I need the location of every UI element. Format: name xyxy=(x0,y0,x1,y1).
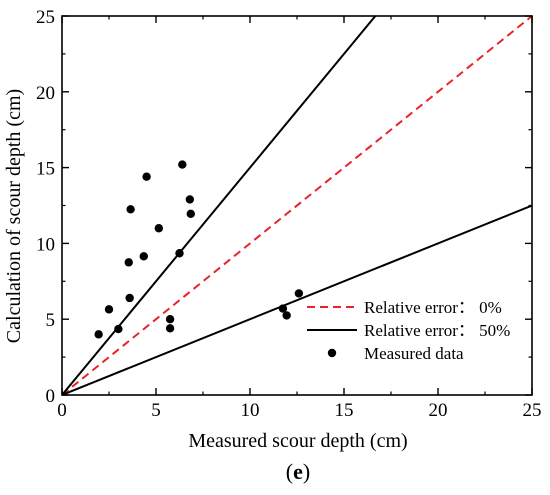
legend-label-relative-error-0: Relative error： 0% xyxy=(364,298,502,317)
series-line-relative-error-0 xyxy=(62,16,532,395)
x-tick-label: 5 xyxy=(151,400,161,421)
legend-label-measured-data: Measured data xyxy=(364,344,464,363)
y-tick-label: 20 xyxy=(36,83,55,104)
y-tick-label: 15 xyxy=(36,159,55,180)
x-tick-label: 10 xyxy=(241,400,260,421)
data-point xyxy=(165,315,175,324)
data-point xyxy=(139,252,148,261)
y-tick-label: 25 xyxy=(36,7,55,28)
legend: Relative error： 0% Relative error： 50% M… xyxy=(307,298,510,363)
data-point xyxy=(125,293,134,303)
data-point xyxy=(126,205,135,214)
data-point xyxy=(282,311,291,320)
x-tick-label: 15 xyxy=(335,400,354,421)
x-tick-label: 0 xyxy=(57,400,67,421)
data-point xyxy=(278,304,288,313)
x-axis-title: Measured scour depth (cm) xyxy=(188,430,407,452)
data-point xyxy=(294,289,304,298)
legend-swatch-measured-data xyxy=(327,348,337,358)
x-tick-label: 20 xyxy=(429,400,448,421)
data-point xyxy=(114,324,123,334)
series-line-relative-error-50-2 xyxy=(62,204,532,395)
plot-content xyxy=(62,16,532,395)
data-point xyxy=(94,330,103,339)
legend-label-relative-error-50: Relative error： 50% xyxy=(364,321,510,340)
tick-marks xyxy=(61,15,533,396)
data-point xyxy=(124,258,133,267)
x-tick-label: 25 xyxy=(523,400,542,421)
data-point xyxy=(185,195,195,204)
y-tick-label: 0 xyxy=(46,386,56,407)
y-axis-title: Calculation of scour depth (cm) xyxy=(3,89,25,343)
panel-label-open: ( xyxy=(286,459,293,484)
data-point xyxy=(142,172,151,181)
data-point xyxy=(175,249,184,258)
y-tick-label: 5 xyxy=(46,310,56,331)
data-point xyxy=(104,305,114,314)
data-point xyxy=(165,324,175,333)
panel-label-letter: e xyxy=(293,459,303,484)
data-point xyxy=(178,160,187,169)
data-point xyxy=(154,224,164,233)
panel-label: (e) xyxy=(286,459,310,484)
panel-label-close: ) xyxy=(303,459,310,484)
series-line-relative-error-50-1 xyxy=(62,16,377,395)
data-point xyxy=(186,209,195,219)
y-tick-label: 10 xyxy=(36,234,55,255)
